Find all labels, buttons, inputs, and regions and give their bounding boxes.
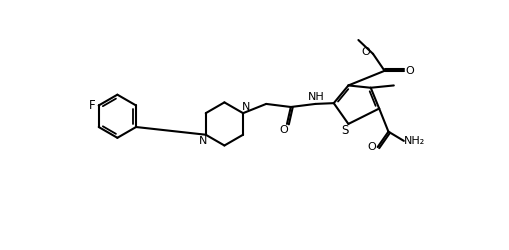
Text: S: S — [341, 124, 348, 137]
Text: O: O — [366, 142, 375, 152]
Text: O: O — [279, 125, 288, 135]
Text: NH₂: NH₂ — [403, 136, 425, 146]
Text: O: O — [361, 47, 370, 57]
Text: NH: NH — [307, 92, 324, 102]
Text: F: F — [88, 99, 95, 112]
Text: O: O — [405, 66, 413, 76]
Text: N: N — [241, 102, 250, 112]
Text: N: N — [198, 136, 207, 146]
